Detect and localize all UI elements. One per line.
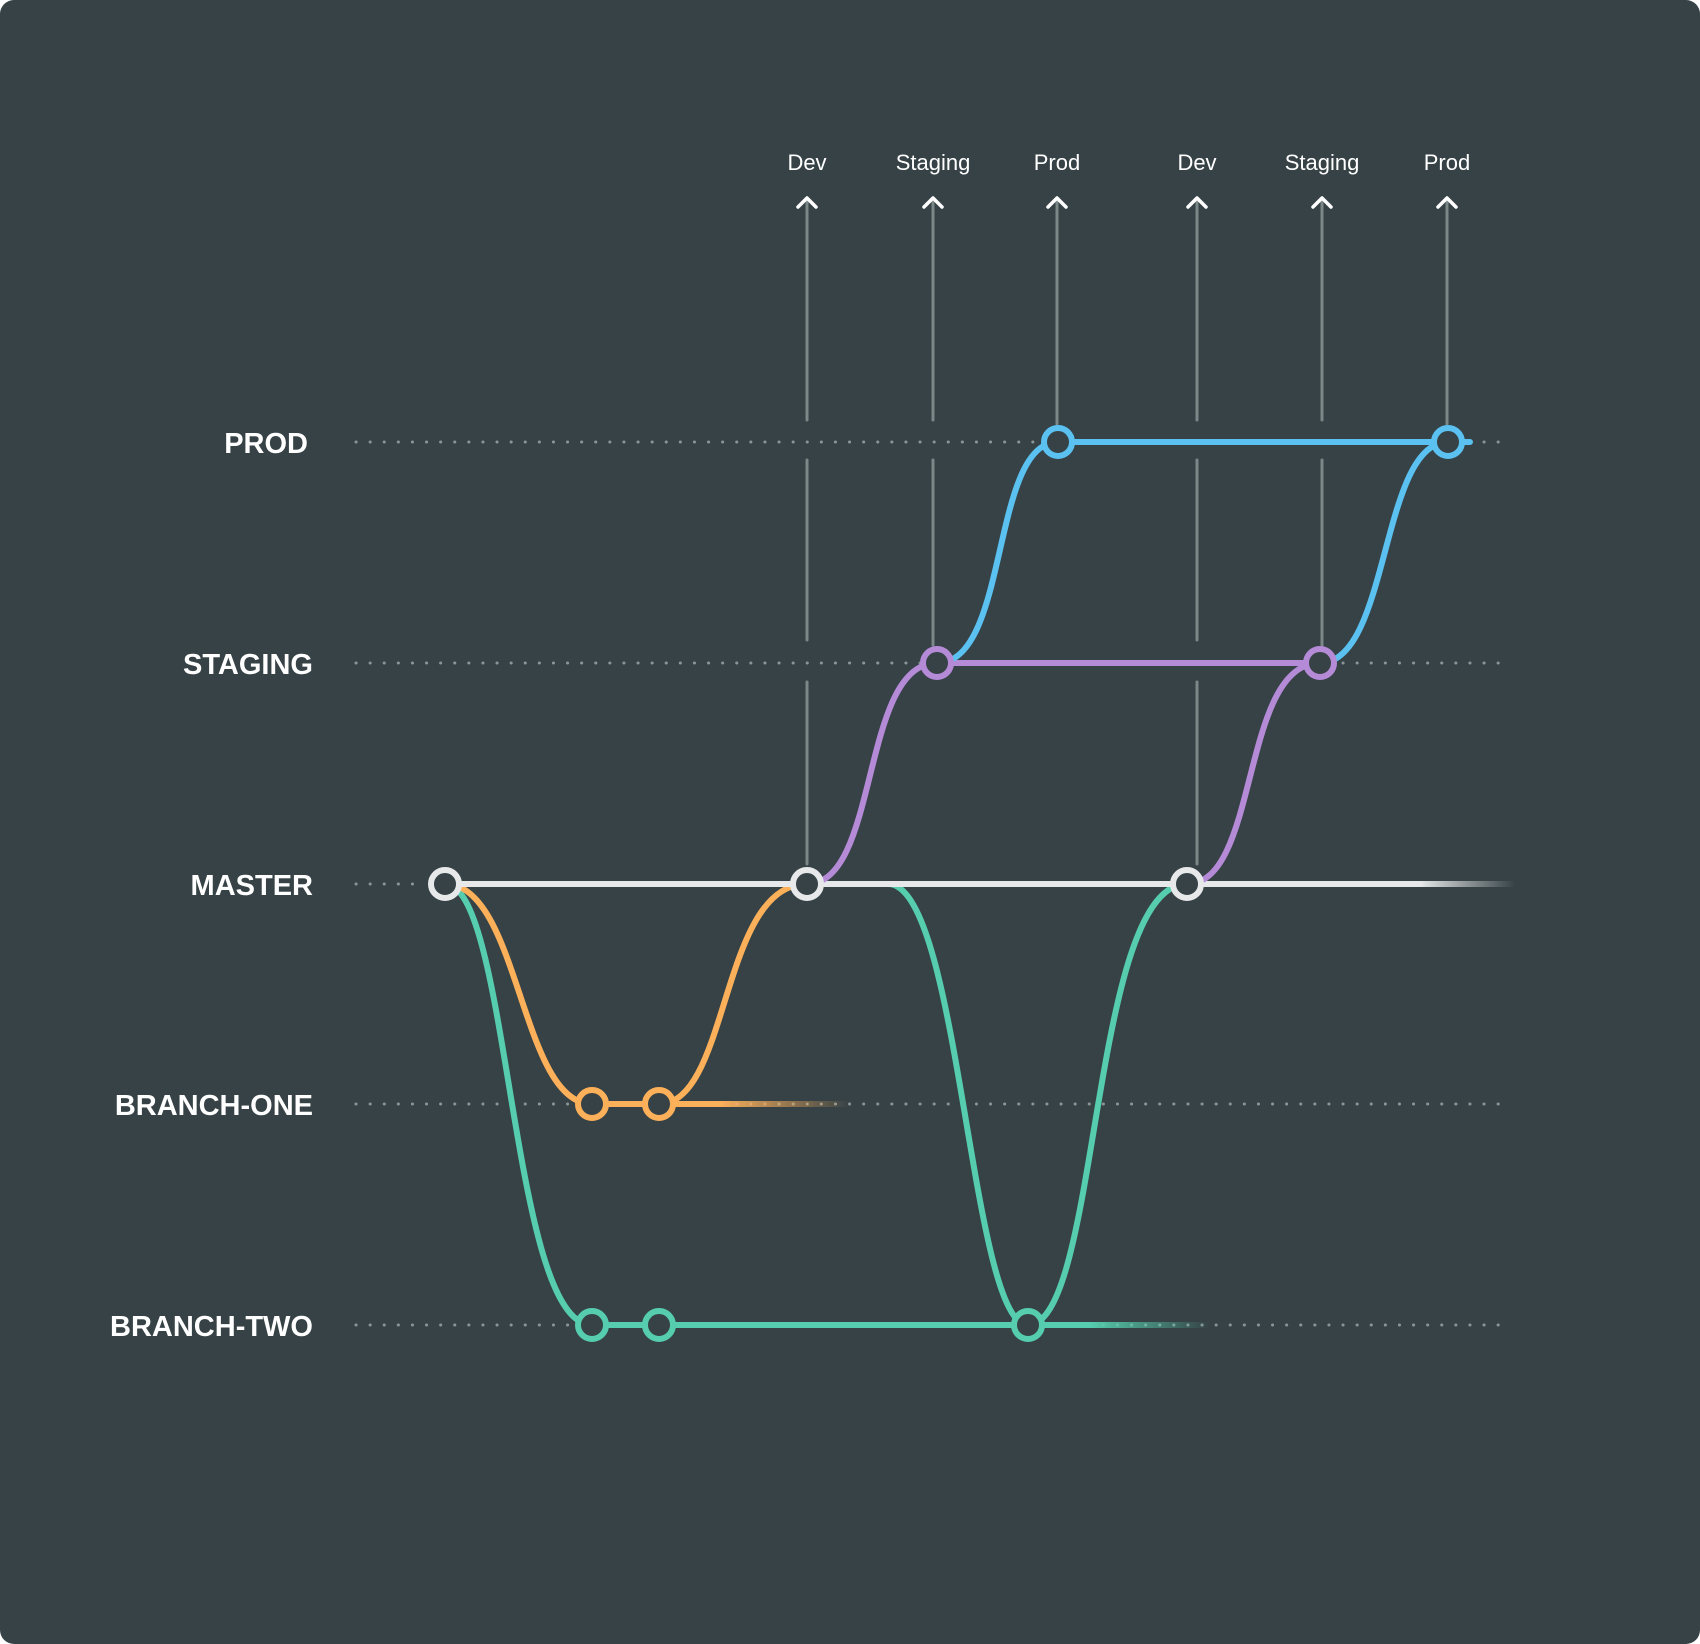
commit-node-prod-1 (1041, 425, 1075, 459)
staging-line (804, 660, 1323, 887)
deploy-arrow-prod-1 (1046, 196, 1068, 426)
deploy-label-dev-1: Dev (787, 150, 826, 175)
prod-line (934, 439, 1473, 666)
commit-node-branch-one-1 (575, 1087, 609, 1121)
lane-label-prod: PROD (224, 428, 308, 460)
branch-two-line (442, 881, 1031, 1328)
arrow-up-icon (1186, 196, 1208, 209)
commit-node-branch-two-3 (1011, 1308, 1045, 1342)
arrow-up-icon (1311, 196, 1333, 209)
deploy-label-prod-2: Prod (1424, 150, 1470, 175)
lane-label-branch-two: BRANCH-TWO (110, 1311, 313, 1343)
deploy-label-staging-1: Staging (896, 150, 971, 175)
deploy-arrow-dev-2 (1186, 196, 1208, 866)
prod-merge-2 (1317, 439, 1451, 666)
commit-nodes (428, 425, 1465, 1342)
deploy-arrow-prod-2 (1436, 196, 1458, 426)
commit-node-staging-2 (1303, 646, 1337, 680)
lane-label-staging: STAGING (183, 649, 313, 681)
commit-node-staging-1 (920, 646, 954, 680)
commit-node-branch-two-2 (642, 1308, 676, 1342)
branch-one-line (442, 881, 810, 1107)
deploy-label-prod-1: Prod (1034, 150, 1080, 175)
deploy-labels: Dev Staging Prod Dev Staging Prod (787, 150, 1470, 175)
lane-label-master: MASTER (191, 870, 314, 902)
commit-node-branch-one-2 (642, 1087, 676, 1121)
deploy-arrow-staging-2 (1311, 196, 1333, 647)
branch-lines (442, 439, 1518, 1329)
commit-node-master-1 (428, 867, 462, 901)
arrow-up-icon (922, 196, 944, 209)
commit-node-master-2 (790, 867, 824, 901)
deploy-arrow-staging-1 (922, 196, 944, 647)
staging-merge-2 (1184, 660, 1323, 887)
commit-node-branch-two-1 (575, 1308, 609, 1342)
arrow-up-icon (1436, 196, 1458, 209)
deploy-arrow-dev-1 (796, 196, 818, 866)
commit-node-prod-2 (1431, 425, 1465, 459)
deploy-label-staging-2: Staging (1285, 150, 1360, 175)
deploy-guides (796, 196, 1458, 866)
arrow-up-icon (796, 196, 818, 209)
lane-labels: PROD STAGING MASTER BRANCH-ONE BRANCH-TW… (110, 428, 313, 1343)
arrow-up-icon (1046, 196, 1068, 209)
commit-node-master-3 (1170, 867, 1204, 901)
lane-label-branch-one: BRANCH-ONE (115, 1090, 313, 1122)
deploy-label-dev-2: Dev (1177, 150, 1216, 175)
